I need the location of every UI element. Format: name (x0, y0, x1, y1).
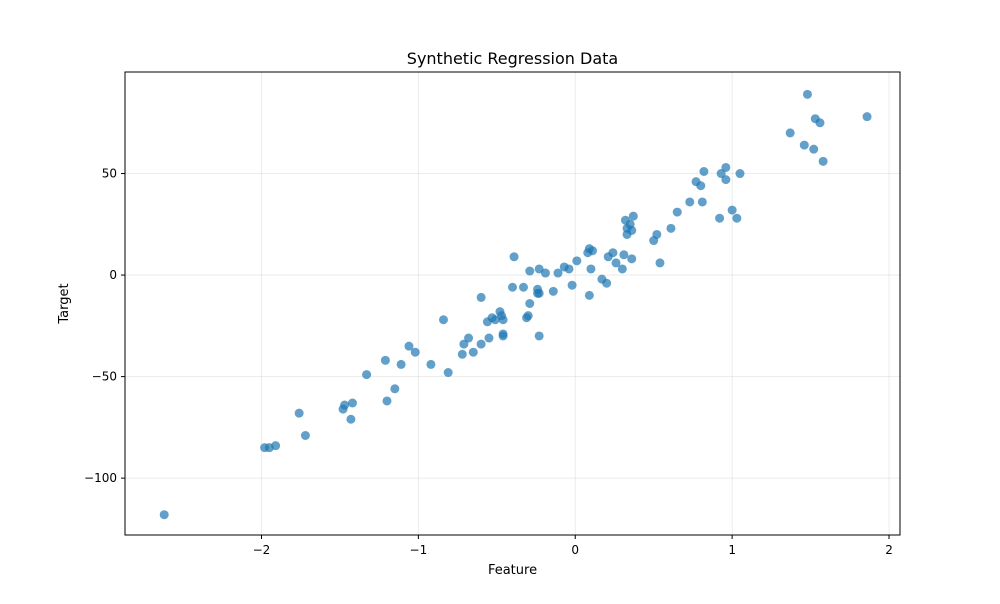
x-tick-label: 0 (571, 543, 579, 557)
scatter-point (438, 315, 448, 325)
scatter-point (509, 252, 519, 262)
x-axis-label: Feature (488, 563, 537, 578)
scatter-point (721, 175, 731, 185)
scatter-point (476, 292, 486, 302)
scatter-point (584, 290, 594, 300)
scatter-point (396, 359, 406, 369)
scatter-point (476, 339, 486, 349)
scatter-point (564, 264, 574, 274)
scatter-point (382, 396, 392, 406)
scatter-point (534, 288, 544, 298)
points-layer (159, 89, 872, 520)
scatter-point (627, 254, 637, 264)
scatter-point (732, 213, 742, 223)
scatter-point (672, 207, 682, 217)
scatter-point (611, 258, 621, 268)
scatter-point (523, 311, 533, 321)
scatter-point (346, 414, 356, 424)
scatter-point (617, 264, 627, 274)
scatter-point (294, 408, 304, 418)
scatter-point (785, 128, 795, 138)
scatter-point (525, 299, 535, 308)
scatter-point (619, 250, 629, 260)
scatter-point (347, 398, 357, 408)
scatter-point (410, 347, 420, 357)
scatter-point (457, 349, 467, 359)
scatter-point (484, 333, 494, 343)
scatter-point (666, 223, 676, 233)
scatter-point (588, 246, 598, 256)
scatter-point (586, 264, 596, 274)
scatter-point (602, 278, 612, 288)
scatter-point (553, 268, 563, 278)
scatter-point (534, 331, 544, 341)
y-tick-label: −50 (92, 370, 117, 384)
x-tick-label: 2 (885, 543, 893, 557)
scatter-point (540, 268, 550, 278)
scatter-point (697, 197, 707, 207)
scatter-point (498, 331, 508, 341)
scatter-point (809, 144, 819, 154)
scatter-point (468, 347, 478, 357)
plot-frame (124, 71, 901, 536)
x-tick-label: −2 (253, 543, 271, 557)
scatter-point (685, 197, 695, 207)
scatter-point (518, 282, 528, 292)
scatter-point (508, 282, 517, 292)
x-tick-label: −1 (410, 543, 428, 557)
scatter-point (300, 430, 310, 440)
scatter-point (459, 339, 469, 349)
scatter-point (655, 258, 665, 268)
scatter-point (696, 181, 706, 191)
scatter-point (426, 359, 436, 369)
scatter-point (443, 368, 453, 378)
scatter-point (727, 205, 737, 215)
scatter-point (525, 266, 535, 276)
scatter-point (464, 333, 474, 343)
y-tick-label: 50 (102, 167, 117, 181)
scatter-point (498, 315, 508, 325)
scatter-point (716, 169, 726, 179)
scatter-point (715, 213, 725, 223)
y-axis-label: Target (57, 283, 72, 324)
scatter-point (862, 112, 872, 122)
scatter-point (818, 156, 828, 166)
scatter-point (390, 384, 400, 394)
scatter-point (815, 118, 825, 128)
scatter-point (628, 211, 638, 221)
scatter-point (699, 167, 709, 177)
scatter-point (721, 162, 731, 172)
scatter-point (340, 400, 350, 410)
scatter-point (572, 256, 582, 266)
scatter-point (271, 441, 281, 451)
x-tick-label: 1 (728, 543, 736, 557)
y-tick-label: −100 (84, 471, 117, 485)
grid-layer (125, 72, 900, 535)
scatter-point (380, 355, 390, 365)
scatter-point (735, 169, 745, 179)
y-tick-label: 0 (109, 268, 117, 282)
scatter-point (608, 248, 618, 258)
scatter-point (567, 280, 577, 290)
ticks-layer: −2 −1 0 1 2 −100 −50 0 50 (84, 167, 893, 557)
scatter-point (159, 510, 169, 520)
scatter-point (799, 140, 809, 150)
scatter-point (802, 89, 812, 99)
scatter-point (548, 286, 558, 296)
scatter-point (404, 341, 414, 351)
scatter-point (362, 370, 372, 380)
scatter-point (627, 225, 637, 235)
chart-title: Synthetic Regression Data (407, 49, 618, 68)
scatter-point (652, 229, 662, 239)
